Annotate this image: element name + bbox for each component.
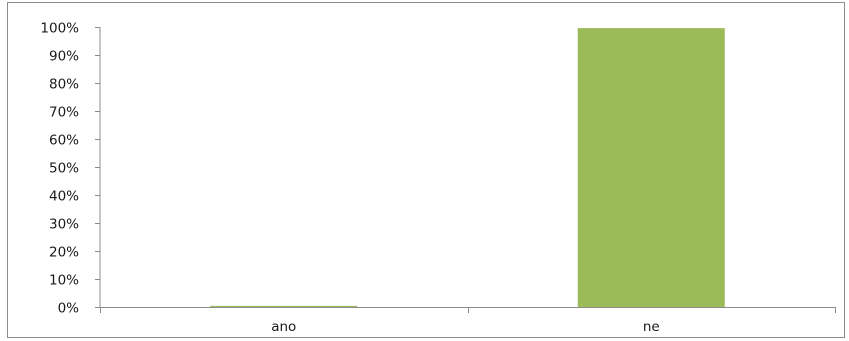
- y-tick-label: 60%: [49, 133, 79, 149]
- x-category-label: ano: [271, 319, 296, 335]
- bar-ano: [210, 305, 358, 307]
- y-axis: 0% 10% 20% 30% 40% 50% 60% 70% 80% 90% 100%: [40, 21, 101, 317]
- y-tick-label: 100%: [40, 21, 79, 37]
- category-labels: ano ne: [271, 319, 659, 335]
- y-tick-label: 50%: [49, 161, 79, 177]
- y-tick-label: 40%: [49, 189, 79, 205]
- bar-ne: [577, 28, 725, 308]
- y-tick-label: 70%: [49, 105, 79, 121]
- y-tick-label: 80%: [49, 77, 79, 93]
- x-axis: [100, 307, 836, 313]
- y-tick-label: 20%: [49, 245, 79, 261]
- y-tick-label: 30%: [49, 217, 79, 233]
- bars: [210, 28, 725, 308]
- y-tick-label: 10%: [49, 273, 79, 289]
- y-tick-label: 90%: [49, 49, 79, 65]
- y-tick-label: 0%: [58, 301, 80, 317]
- x-category-label: ne: [643, 319, 660, 335]
